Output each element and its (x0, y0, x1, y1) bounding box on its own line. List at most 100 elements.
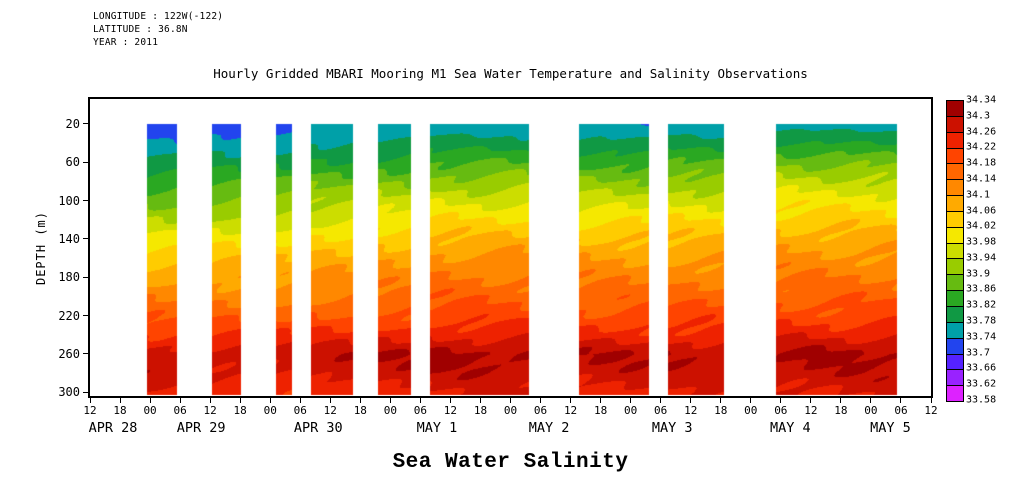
x-tick-mark (900, 398, 902, 403)
colorbar-tick-label: 34.34 (966, 94, 997, 106)
x-date-label: APR 29 (176, 420, 226, 436)
x-tick-label: 18 (353, 404, 367, 417)
x-tick-label: 06 (894, 404, 908, 417)
x-tick-label: 00 (503, 404, 518, 417)
colorbar-tick-label: 33.66 (966, 362, 997, 374)
meta-latitude: LATITUDE : 36.8N (93, 24, 188, 35)
x-date-label: MAY 3 (651, 420, 693, 436)
colorbar-tick-label: 34.22 (966, 141, 997, 153)
colorbar-segment (947, 353, 963, 370)
x-tick-mark (840, 398, 842, 403)
y-tick-mark (83, 238, 88, 240)
x-tick-label: 18 (593, 404, 608, 417)
colorbar-segment (947, 369, 963, 386)
x-tick-label: 00 (744, 404, 758, 417)
colorbar-segment (947, 195, 963, 211)
colorbar-segment (947, 321, 963, 338)
x-tick-mark (389, 398, 391, 403)
x-tick-label: 18 (113, 404, 127, 417)
x-tick-label: 06 (413, 404, 428, 417)
y-tick-mark (83, 276, 88, 278)
x-tick-label: 12 (323, 404, 337, 417)
x-tick-mark (269, 398, 271, 403)
x-tick-label: 12 (563, 404, 578, 417)
x-tick-mark (750, 398, 752, 403)
y-tick-mark (83, 391, 88, 393)
colorbar-segment (947, 226, 963, 243)
y-axis-label: DEPTH (m) (34, 210, 48, 285)
colorbar-segment (947, 210, 963, 227)
x-tick-mark (780, 398, 782, 403)
x-tick-mark (239, 398, 241, 403)
salinity-heatmap-canvas (90, 99, 931, 396)
x-tick-label: 18 (473, 404, 488, 417)
colorbar-segment (947, 305, 963, 322)
colorbar (946, 100, 964, 402)
x-tick-mark (720, 398, 722, 403)
colorbar-tick-label: 34.3 (966, 110, 991, 122)
colorbar-tick-label: 33.94 (966, 252, 997, 264)
x-tick-label: 06 (293, 404, 307, 417)
x-tick-mark (479, 398, 481, 403)
colorbar-segment (947, 163, 963, 180)
y-tick-mark (83, 315, 88, 317)
x-date-label: APR 30 (293, 420, 343, 436)
colorbar-tick-label: 34.1 (966, 189, 991, 201)
colorbar-segment (947, 258, 963, 275)
colorbar-tick-label: 33.82 (966, 299, 997, 311)
colorbar-tick-label: 33.58 (966, 394, 997, 406)
x-tick-label: 00 (864, 404, 878, 417)
x-tick-mark (89, 398, 91, 403)
x-tick-label: 00 (263, 404, 277, 417)
x-date-label: MAY 4 (770, 420, 811, 436)
colorbar-tick-label: 34.26 (966, 126, 997, 138)
colorbar-tick-label: 33.62 (966, 378, 997, 390)
colorbar-segment (947, 179, 963, 196)
colorbar-tick-label: 33.86 (966, 283, 997, 295)
x-tick-label: 06 (654, 404, 668, 417)
x-tick-mark (209, 398, 211, 403)
x-tick-mark (870, 398, 872, 403)
x-tick-label: 12 (83, 404, 97, 417)
x-tick-mark (690, 398, 692, 403)
y-tick-mark (83, 123, 88, 125)
x-tick-mark (149, 398, 151, 403)
x-tick-mark (600, 398, 602, 403)
x-tick-label: 12 (924, 404, 938, 417)
colorbar-segment (947, 385, 963, 402)
x-date-label: MAY 2 (528, 420, 570, 436)
colorbar-segment (947, 290, 963, 306)
figure-meta: LONGITUDE : 122W(-122) LATITUDE : 36.8N … (93, 10, 223, 49)
x-tick-mark (329, 398, 331, 403)
colorbar-tick-label: 34.02 (966, 220, 997, 232)
x-date-label: APR 28 (88, 420, 138, 436)
colorbar-tick-label: 33.74 (966, 331, 997, 343)
x-tick-label: 06 (533, 404, 548, 417)
x-tick-mark (119, 398, 121, 403)
colorbar-segment (947, 274, 963, 291)
x-tick-label: 18 (233, 404, 247, 417)
colorbar-segment (947, 242, 963, 259)
x-tick-mark (179, 398, 181, 403)
x-tick-mark (359, 398, 361, 403)
y-tick-mark (83, 353, 88, 355)
colorbar-segment (947, 131, 963, 148)
x-tick-label: 06 (774, 404, 788, 417)
colorbar-tick-label: 34.18 (966, 157, 997, 169)
colorbar-tick-label: 33.9 (966, 268, 991, 280)
x-tick-mark (299, 398, 301, 403)
y-axis-label-wrap: DEPTH (m) (26, 99, 56, 396)
x-tick-label: 12 (443, 404, 458, 417)
x-axis-title: Sea Water Salinity (392, 451, 629, 474)
y-tick-mark (83, 200, 88, 202)
x-tick-mark (630, 398, 632, 403)
x-date-label: MAY 1 (416, 420, 458, 436)
x-tick-mark (419, 398, 421, 403)
chart-title: Hourly Gridded MBARI Mooring M1 Sea Wate… (213, 66, 808, 81)
colorbar-tick-label: 34.06 (966, 205, 997, 217)
x-date-label: MAY 5 (870, 420, 911, 436)
colorbar-tick-label: 33.78 (966, 315, 997, 327)
x-tick-label: 06 (173, 404, 187, 417)
colorbar-tick-label: 34.14 (966, 173, 997, 185)
